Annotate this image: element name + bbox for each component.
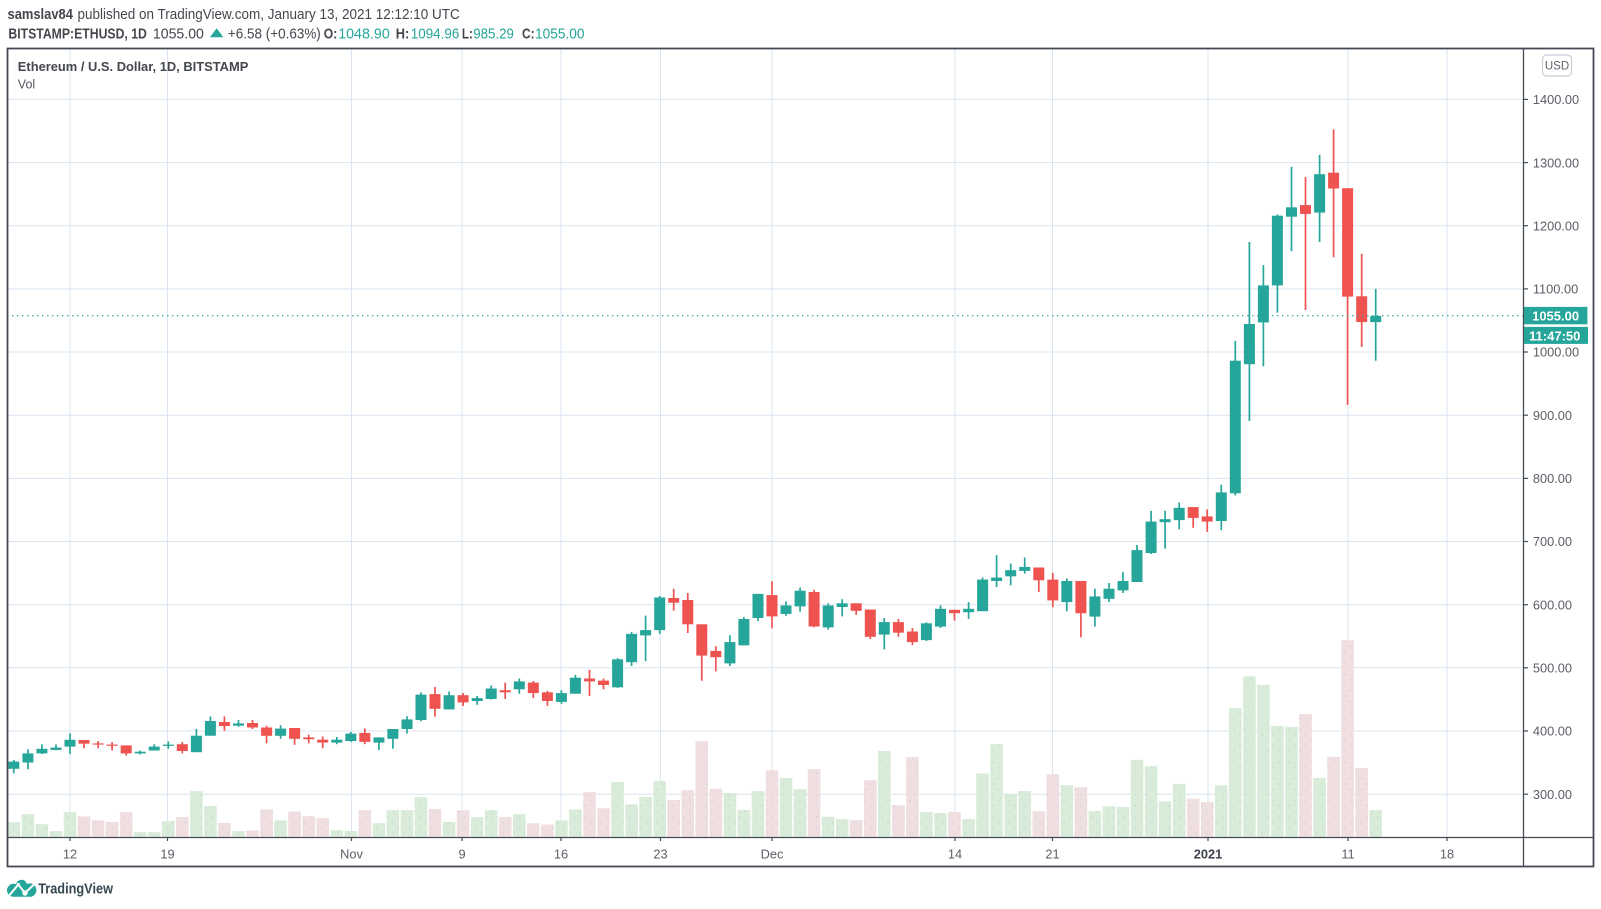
svg-text:985.29: 985.29 <box>473 26 514 43</box>
svg-text:300.00: 300.00 <box>1533 787 1572 802</box>
svg-text:O:: O: <box>324 26 338 43</box>
svg-text:21: 21 <box>1045 846 1059 861</box>
svg-text:1100.00: 1100.00 <box>1533 282 1578 297</box>
svg-text:1400.00: 1400.00 <box>1533 92 1579 107</box>
svg-text:600.00: 600.00 <box>1533 597 1572 612</box>
svg-text:Nov: Nov <box>340 846 363 861</box>
svg-text:500.00: 500.00 <box>1533 661 1572 676</box>
svg-text:23: 23 <box>653 846 667 861</box>
svg-text:published on TradingView.com,: published on TradingView.com, January 13… <box>78 6 460 23</box>
svg-text:1200.00: 1200.00 <box>1533 218 1579 233</box>
svg-text:Ethereum / U.S. Dollar, 1D, BI: Ethereum / U.S. Dollar, 1D, BITSTAMP <box>18 59 249 74</box>
svg-text:L:: L: <box>462 26 473 43</box>
svg-text:900.00: 900.00 <box>1533 408 1572 423</box>
svg-text:16: 16 <box>554 846 568 861</box>
svg-text:+6.58 (+0.63%): +6.58 (+0.63%) <box>228 26 321 43</box>
svg-text:2021: 2021 <box>1194 846 1222 861</box>
svg-text:800.00: 800.00 <box>1533 471 1572 486</box>
svg-text:11:47:50: 11:47:50 <box>1529 328 1580 343</box>
svg-text:1094.96: 1094.96 <box>411 26 460 43</box>
svg-text:18: 18 <box>1440 846 1454 861</box>
svg-text:Vol: Vol <box>18 78 35 92</box>
svg-text:samslav84: samslav84 <box>8 6 74 23</box>
svg-text:BITSTAMP:ETHUSD, 1D: BITSTAMP:ETHUSD, 1D <box>8 26 147 43</box>
svg-text:1055.00: 1055.00 <box>153 26 204 43</box>
svg-text:1000.00: 1000.00 <box>1533 345 1579 360</box>
svg-text:1055.00: 1055.00 <box>535 26 585 43</box>
svg-text:12: 12 <box>63 846 77 861</box>
svg-text:11: 11 <box>1341 846 1354 861</box>
svg-text:400.00: 400.00 <box>1533 724 1572 739</box>
svg-text:USD: USD <box>1545 61 1569 73</box>
svg-text:1055.00: 1055.00 <box>1532 309 1579 324</box>
svg-text:1300.00: 1300.00 <box>1533 155 1579 170</box>
svg-text:Dec: Dec <box>761 846 784 861</box>
svg-text:19: 19 <box>160 846 174 861</box>
svg-text:H:: H: <box>396 26 410 43</box>
svg-text:700.00: 700.00 <box>1533 534 1572 549</box>
svg-text:14: 14 <box>948 846 962 861</box>
svg-text:TradingView: TradingView <box>38 881 113 898</box>
svg-text:1048.90: 1048.90 <box>338 26 390 43</box>
svg-text:C:: C: <box>522 26 535 43</box>
svg-text:9: 9 <box>458 846 465 861</box>
